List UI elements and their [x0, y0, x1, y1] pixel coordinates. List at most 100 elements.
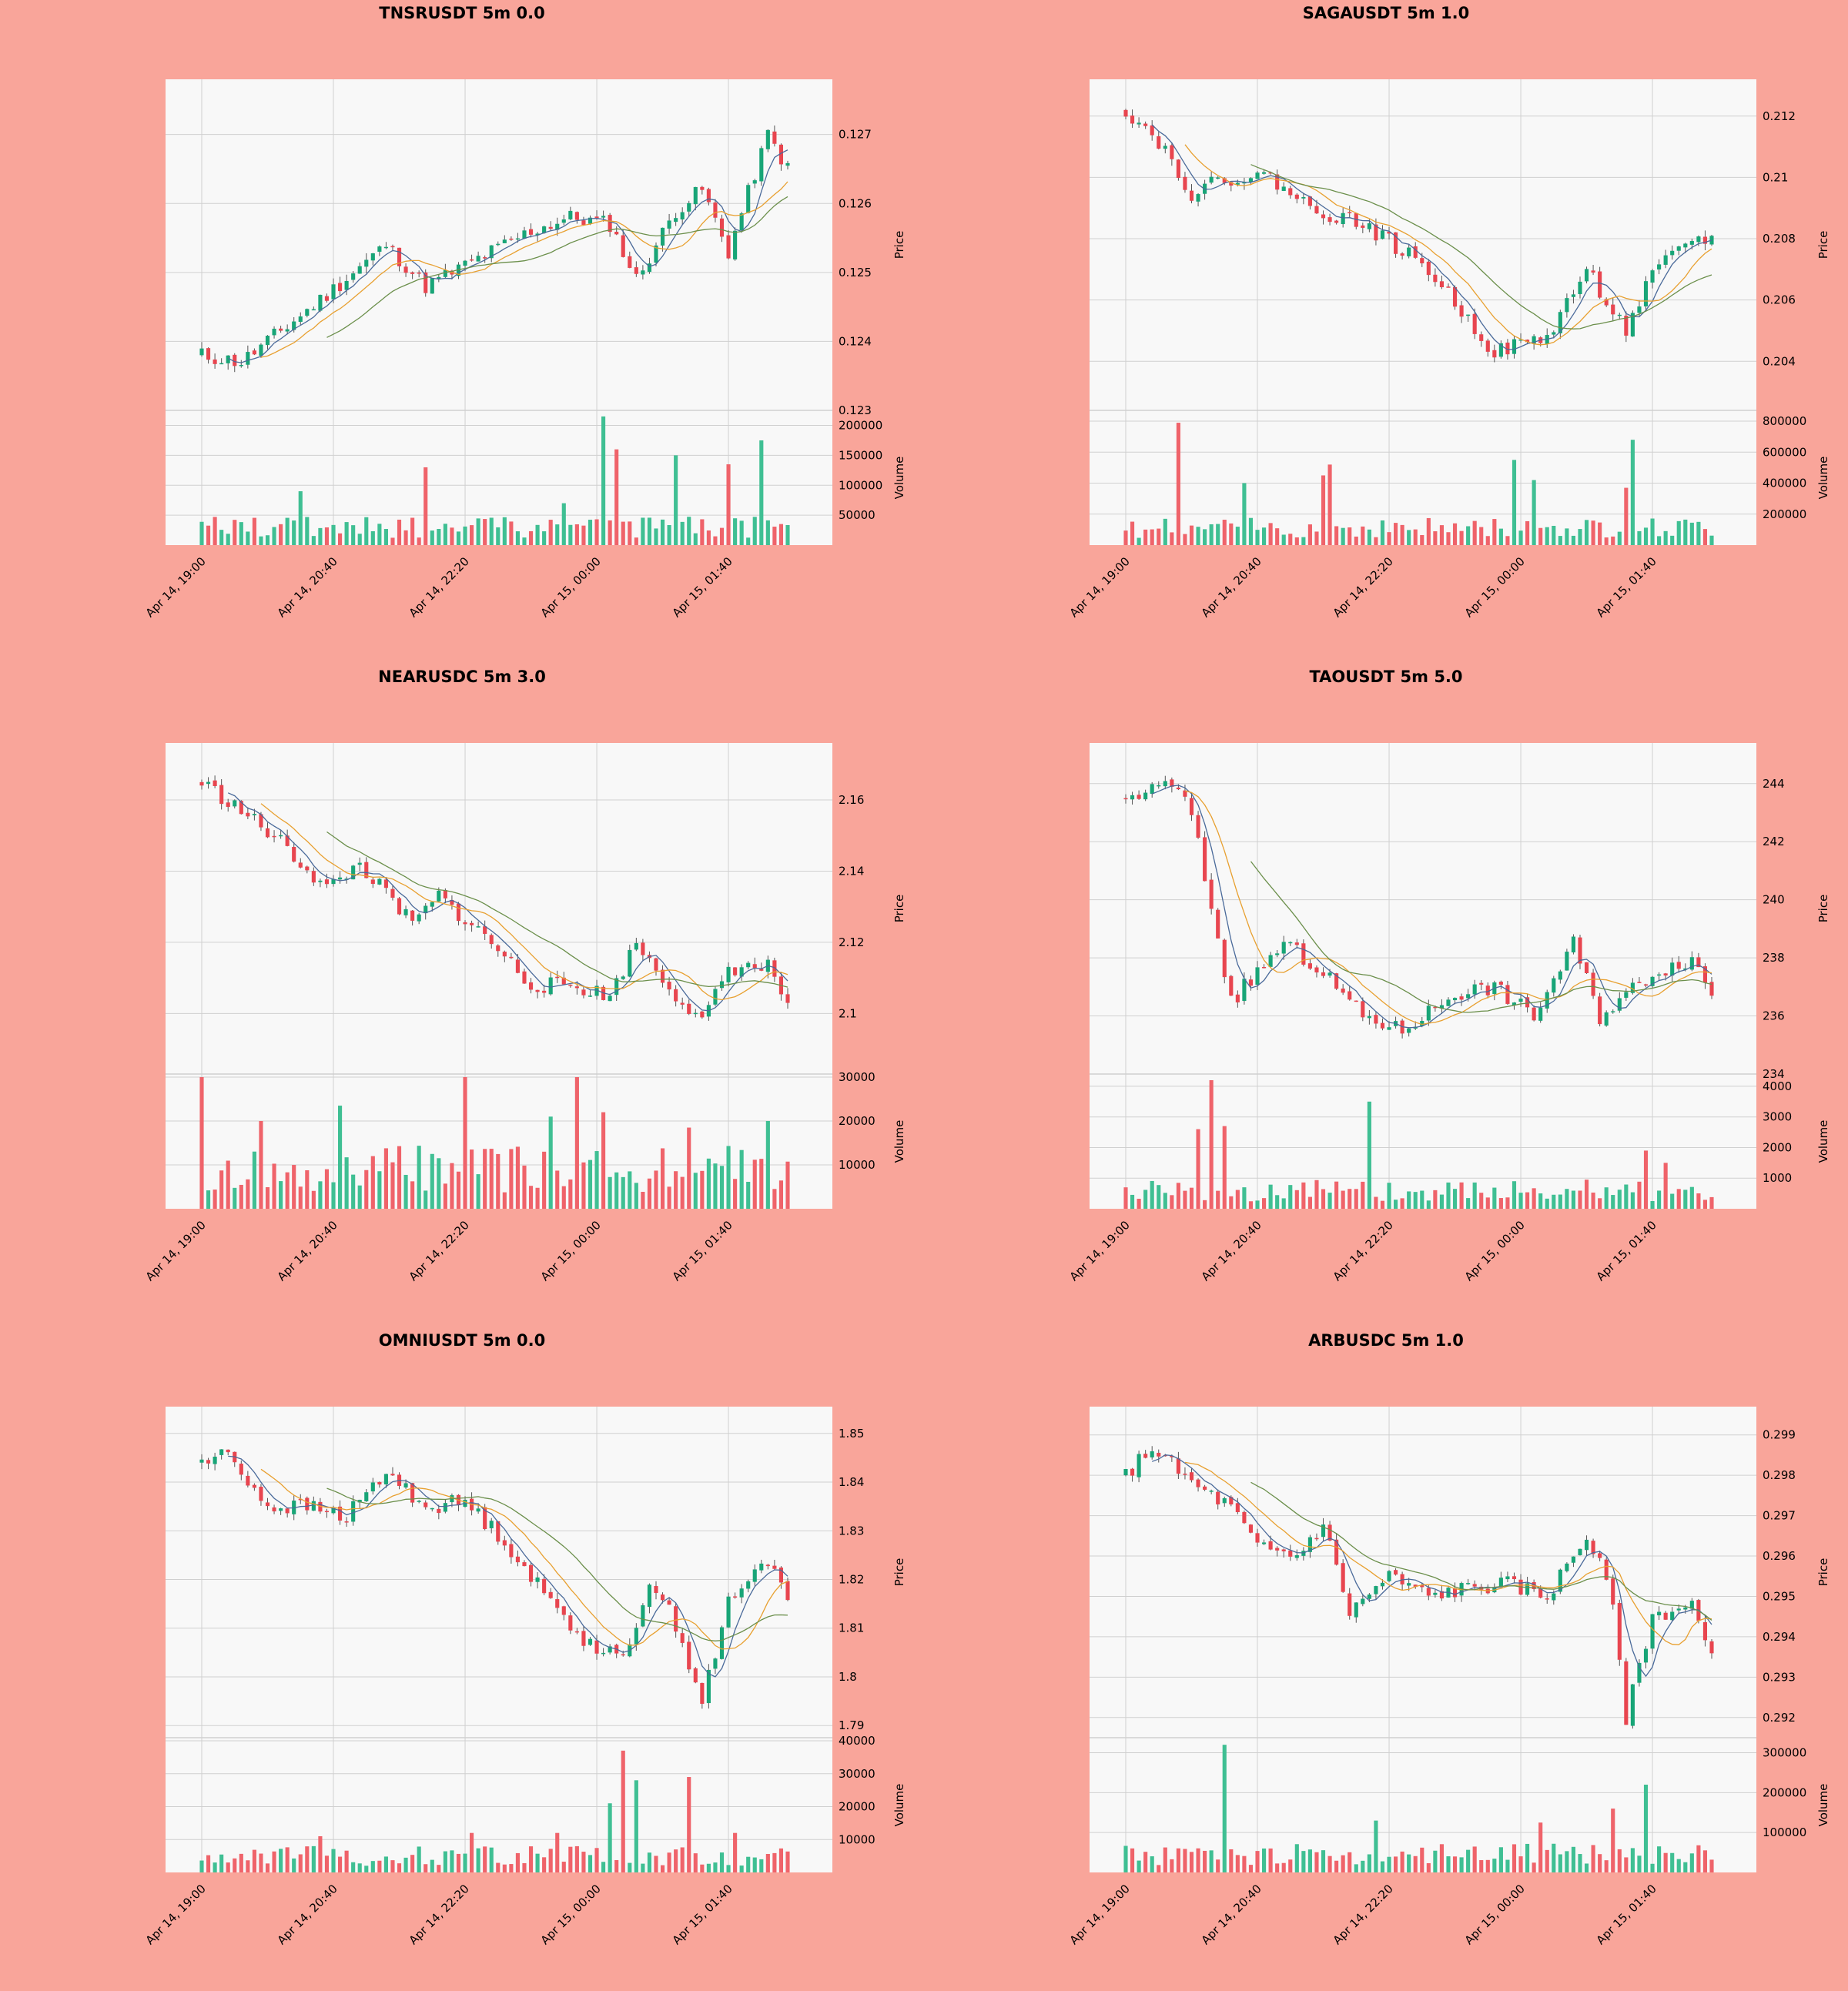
candle-body [331, 878, 336, 885]
volume-bar [614, 1859, 619, 1872]
volume-plot-area [1090, 1074, 1756, 1209]
volume-bar [1334, 526, 1339, 545]
candle-body [1472, 313, 1477, 334]
volume-bar [1314, 1852, 1319, 1872]
volume-bar [1143, 1190, 1148, 1209]
candle-body [272, 835, 276, 838]
volume-bar [470, 1149, 474, 1209]
volume-bar [739, 1866, 744, 1872]
candle-body [1709, 236, 1714, 245]
volume-bar [647, 517, 652, 545]
candle-body [226, 355, 230, 363]
volume-bar [1314, 531, 1319, 545]
candle-body [581, 989, 586, 996]
volume-bar [1571, 535, 1576, 545]
volume-bar [746, 1856, 751, 1872]
volume-bar [522, 1165, 527, 1209]
volume-axis-label: Volume [1816, 1784, 1830, 1827]
volume-bar [456, 1853, 461, 1872]
volume-bar [1130, 1848, 1135, 1872]
candle-body [1657, 1611, 1662, 1616]
volume-tick-label: 40000 [839, 1734, 875, 1748]
candle-body [364, 862, 369, 878]
volume-bar [1439, 1194, 1444, 1209]
ma-slow-line [326, 1487, 788, 1641]
candle-body [674, 218, 678, 223]
volume-bar [390, 1860, 395, 1872]
volume-bar [1663, 530, 1668, 545]
candle-body [515, 1556, 520, 1563]
volume-bar [1433, 1190, 1438, 1209]
candle-body [1387, 1571, 1391, 1581]
volume-bar [752, 1857, 757, 1872]
candle-body [443, 890, 447, 898]
volume-bar [1584, 1863, 1589, 1872]
candle-body [1538, 1588, 1543, 1598]
candle-body [1400, 1574, 1404, 1584]
candle-body [1307, 196, 1312, 206]
candle-body [1176, 159, 1180, 178]
volume-bar [1203, 1200, 1207, 1209]
volume-bar [496, 1862, 500, 1872]
candle-body [574, 986, 579, 989]
candle-body [403, 908, 408, 915]
volume-bar [1604, 537, 1609, 545]
chart-panel: NEARUSDC 5m 3.0 Apr 14, 19:00 Apr 14, 20:4… [143, 668, 906, 1283]
candle-body [285, 329, 290, 332]
candle-body [528, 1564, 534, 1582]
candle-body [1222, 1498, 1227, 1504]
candle-body [700, 1682, 705, 1704]
candle-body [456, 903, 461, 922]
x-tick-label: Apr 14, 20:40 [1199, 1218, 1264, 1283]
candle-body [496, 1521, 500, 1542]
volume-bar [1611, 536, 1615, 545]
volume-bar [713, 536, 718, 545]
candle-body [765, 1564, 770, 1567]
volume-bar [634, 537, 638, 545]
volume-bar [1426, 1200, 1431, 1209]
candle-body [1261, 966, 1267, 969]
volume-bar [647, 1178, 652, 1209]
candle-body [1307, 963, 1312, 969]
volume-bar [1676, 520, 1681, 545]
volume-bar [476, 518, 480, 545]
volume-tick-label: 10000 [839, 1158, 875, 1172]
candle-body [752, 964, 757, 969]
ma-mid-line [1184, 144, 1712, 346]
candle-body [1327, 972, 1332, 976]
volume-bar [397, 1146, 402, 1209]
volume-bar [219, 1170, 224, 1209]
volume-bar [443, 1851, 447, 1872]
candle-body [1663, 1612, 1668, 1620]
candle-body [1584, 962, 1589, 974]
volume-bar [1598, 522, 1602, 545]
volume-bar [1196, 1848, 1200, 1872]
candle-body [785, 994, 790, 1003]
volume-bar [450, 1163, 454, 1209]
volume-bar [1242, 1855, 1247, 1872]
x-tick-label: Apr 15, 00:00 [538, 554, 604, 620]
candle-body [1203, 837, 1207, 882]
candle-body [226, 1449, 230, 1453]
volume-bar [1163, 1847, 1167, 1872]
candle-body [1591, 972, 1595, 996]
volume-bar [1367, 1854, 1371, 1872]
volume-bar [759, 1859, 764, 1872]
candle-body [1604, 1559, 1609, 1580]
candle-body [1348, 991, 1352, 1000]
volume-bar [252, 1151, 256, 1209]
candle-body [1420, 258, 1424, 264]
volume-axis-label: Volume [892, 1120, 906, 1163]
volume-bar [1176, 423, 1180, 545]
volume-bar [1374, 1820, 1378, 1872]
volume-bar [1157, 1865, 1161, 1872]
volume-bar [1248, 1865, 1254, 1872]
volume-tick-label: 200000 [839, 419, 882, 433]
volume-bar [621, 1750, 625, 1872]
volume-bar [1209, 524, 1214, 545]
ma-slow-line [1250, 1481, 1712, 1621]
volume-bar [594, 1848, 599, 1872]
volume-bar [1341, 527, 1345, 545]
candle-body [1439, 1591, 1444, 1599]
volume-bar [574, 1077, 579, 1209]
